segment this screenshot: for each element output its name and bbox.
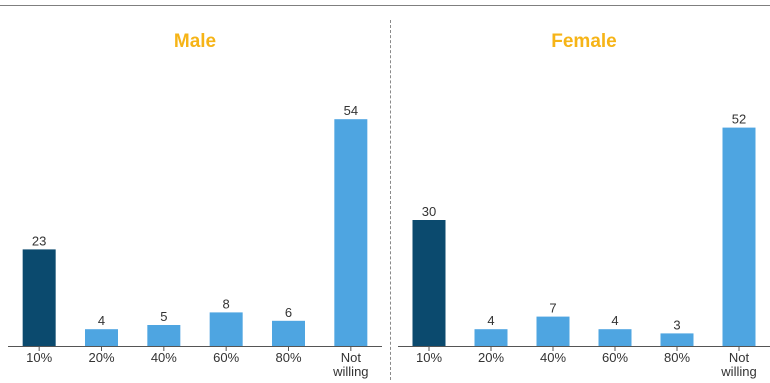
male-value-label-60pct: 8	[223, 296, 230, 311]
male-tick-label-not-willing: Not willing	[332, 350, 368, 379]
male-bar-10pct[interactable]	[22, 249, 56, 346]
female-value-label-80pct: 3	[673, 317, 680, 332]
male-tick-label-20pct: 20%	[88, 350, 114, 365]
male-value-label-10pct: 23	[32, 233, 46, 248]
female-value-label-10pct: 30	[422, 204, 436, 219]
top-rule	[0, 5, 770, 6]
female-value-label-not-willing: 52	[732, 112, 746, 127]
male-value-label-not-willing: 54	[344, 103, 358, 118]
female-chart-title: Female	[551, 31, 616, 52]
male-chart-title: Male	[174, 31, 216, 52]
female-bar-not-willing[interactable]	[722, 127, 756, 346]
female-value-label-40pct: 7	[549, 301, 556, 316]
male-bar-40pct[interactable]	[147, 325, 181, 346]
female-bar-40pct[interactable]	[536, 316, 570, 346]
female-tick-label-40pct: 40%	[540, 350, 566, 365]
female-tick-label-60pct: 60%	[602, 350, 628, 365]
male-bar-not-willing[interactable]	[334, 119, 368, 346]
male-value-label-80pct: 6	[285, 305, 292, 320]
male-tick-label-10pct: 10%	[26, 350, 52, 365]
female-value-label-60pct: 4	[611, 313, 618, 328]
male-bar-20pct[interactable]	[85, 329, 118, 346]
male-bar-60pct[interactable]	[209, 312, 243, 346]
panel-divider	[390, 20, 391, 380]
female-bar-10pct[interactable]	[412, 220, 446, 346]
female-tick-label-not-willing: Not willing	[720, 350, 756, 379]
female-tick-label-80pct: 80%	[664, 350, 690, 365]
male-value-label-20pct: 4	[98, 313, 105, 328]
male-tick-label-40pct: 40%	[151, 350, 177, 365]
female-bar-20pct[interactable]	[474, 329, 508, 346]
male-tick-label-60pct: 60%	[213, 350, 239, 365]
female-tick-label-20pct: 20%	[478, 350, 504, 365]
female-bar-60pct[interactable]	[598, 329, 632, 346]
female-value-label-20pct: 4	[487, 313, 494, 328]
male-bar-80pct[interactable]	[272, 320, 305, 346]
female-tick-label-10pct: 10%	[416, 350, 442, 365]
female-bar-80pct[interactable]	[660, 333, 694, 346]
male-value-label-40pct: 5	[160, 309, 167, 324]
male-tick-label-80pct: 80%	[275, 350, 301, 365]
